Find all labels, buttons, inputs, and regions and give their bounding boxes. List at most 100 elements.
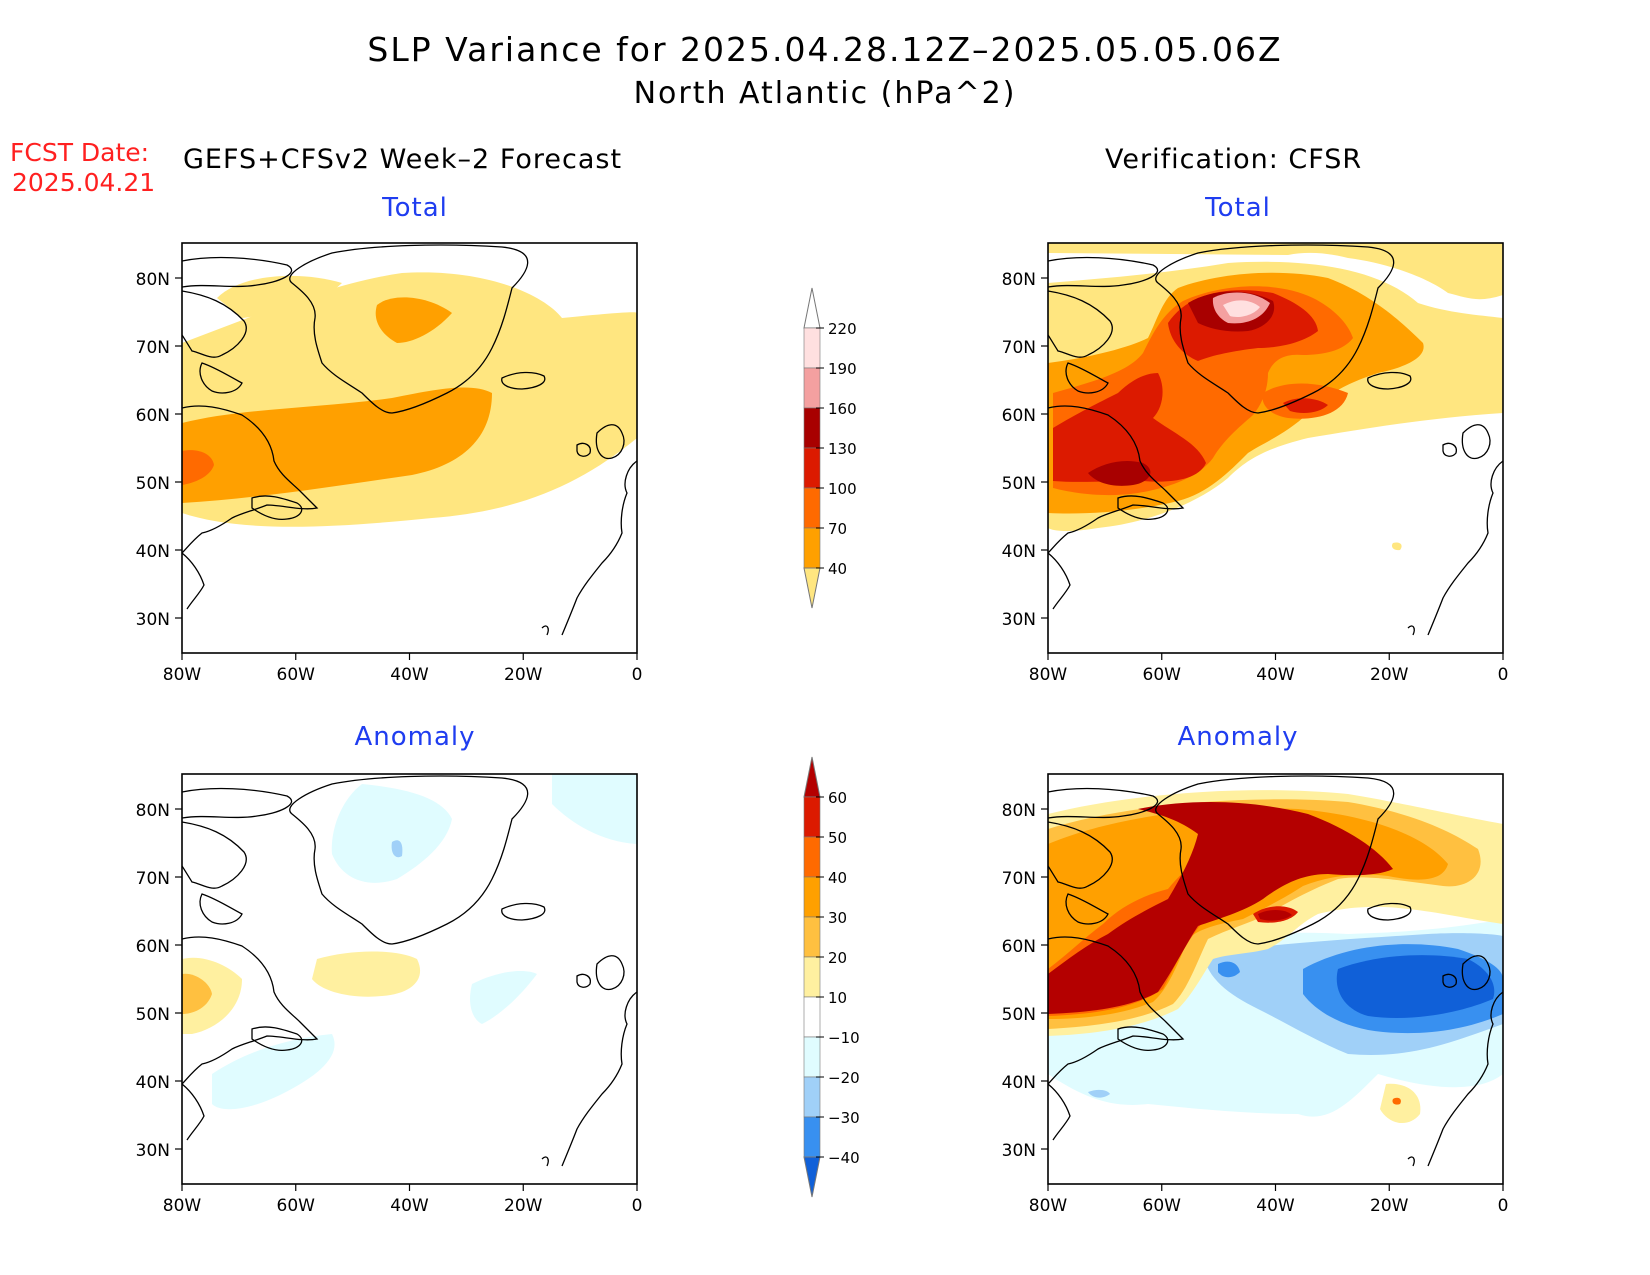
colorbar-level-label: 40: [828, 869, 847, 887]
lon-tick-label: 0: [1498, 665, 1509, 685]
forecast-total-contour-region: [375, 297, 452, 343]
lon-tick-label: 0: [632, 665, 643, 685]
lon-tick-label: 40W: [1256, 1196, 1295, 1216]
lon-tick-label: 40W: [1256, 665, 1295, 685]
lon-tick-label: 80W: [163, 665, 202, 685]
lon-tick-label: 20W: [1370, 665, 1409, 685]
lat-tick-label: 80N: [136, 270, 170, 290]
verification-anomaly-contour-region: [1336, 955, 1495, 1019]
lat-tick-label: 30N: [136, 610, 170, 630]
lat-tick-label: 40N: [1002, 542, 1036, 562]
colorbar-level-label: 220: [828, 320, 857, 338]
lat-tick-label: 60N: [1002, 406, 1036, 426]
colorbar-segment: [803, 487, 821, 529]
forecast-anomaly-contour-region: [391, 840, 403, 858]
verification-total-map-panel: 80N 70N 60N 50N 40N 30N 80W 60W 40W 20W 0: [1002, 242, 1509, 685]
fcst-date-value: 2025.04.21: [12, 168, 156, 197]
colorbar-segment: [803, 876, 821, 918]
verification-total-contour-region: [1088, 461, 1151, 486]
lat-tick-label: 80N: [136, 801, 170, 821]
forecast-column-header: GEFS+CFSv2 Week–2 Forecast: [183, 144, 623, 175]
lon-tick-label: 80W: [1029, 1196, 1068, 1216]
colorbar-level-label: 50: [828, 829, 847, 847]
anomaly-colorbar: 60 50 40 30 20 10 −10 −20 −30 −40: [803, 756, 860, 1198]
forecast-total-contour-region: [182, 387, 492, 503]
lon-tick-label: 60W: [1143, 1196, 1182, 1216]
forecast-anomaly-contour-region: [312, 951, 421, 997]
colorbar-segment: [803, 836, 821, 878]
verification-anomaly-map-panel: 80N 70N 60N 50N 40N 30N 80W 60W 40W 20W 0: [1002, 773, 1509, 1216]
colorbar-level-label: 30: [828, 909, 847, 927]
verification-anomaly-contour-region: [1218, 961, 1240, 978]
forecast-anomaly-contour-region: [331, 784, 452, 883]
lon-tick-label: 20W: [504, 665, 543, 685]
lon-tick-label: 20W: [504, 1196, 543, 1216]
colorbar-level-label: −40: [828, 1149, 860, 1167]
lon-tick-label: 80W: [1029, 665, 1068, 685]
colorbar-level-label: 100: [828, 480, 857, 498]
colorbar-segment: [803, 367, 821, 409]
forecast-anomaly-contour-region: [470, 971, 537, 1024]
verification-anomaly-title: Anomaly: [1177, 722, 1299, 752]
lat-tick-label: 80N: [1002, 801, 1036, 821]
colorbar-top-arrow: [803, 287, 821, 329]
lat-tick-label: 30N: [1002, 1141, 1036, 1161]
colorbar-segment: [803, 447, 821, 489]
colorbar-segment: [803, 327, 821, 369]
lat-tick-label: 70N: [136, 869, 170, 889]
lat-tick-label: 60N: [136, 937, 170, 957]
lon-tick-label: 0: [1498, 1196, 1509, 1216]
forecast-anomaly-title: Anomaly: [354, 722, 476, 752]
main-subtitle: North Atlantic (hPa^2): [633, 76, 1017, 111]
lat-tick-label: 70N: [136, 338, 170, 358]
verification-total-contour-region: [1048, 243, 1503, 300]
colorbar-segment: [803, 407, 821, 449]
lat-tick-label: 60N: [1002, 937, 1036, 957]
lat-tick-label: 50N: [136, 474, 170, 494]
colorbar-segment: [803, 996, 821, 1038]
colorbar-bottom-arrow: [803, 567, 821, 609]
verification-anomaly-contour-region: [1088, 1089, 1110, 1098]
lat-tick-label: 60N: [136, 406, 170, 426]
colorbar-segment: [803, 1036, 821, 1078]
lon-tick-label: 60W: [1143, 665, 1182, 685]
lat-tick-label: 40N: [1002, 1073, 1036, 1093]
forecast-total-map-panel: 80N 70N 60N 50N 40N 30N 80W 60W 40W 20W 0: [136, 242, 643, 685]
forecast-total-contour-region: [182, 450, 214, 485]
colorbar-level-label: −10: [828, 1029, 860, 1047]
lon-tick-label: 60W: [277, 665, 316, 685]
lon-tick-label: 20W: [1370, 1196, 1409, 1216]
lon-tick-label: 80W: [163, 1196, 202, 1216]
verification-total-contour-region: [1223, 300, 1260, 317]
verification-column-header: Verification: CFSR: [1105, 144, 1363, 175]
lon-tick-label: 0: [632, 1196, 643, 1216]
lat-tick-label: 50N: [1002, 1005, 1036, 1025]
forecast-anomaly-map-panel: 80N 70N 60N 50N 40N 30N 80W 60W 40W 20W 0: [136, 773, 643, 1216]
forecast-anomaly-contour-region: [552, 774, 637, 844]
verification-total-contour-region: [1391, 542, 1402, 551]
colorbar-segment: [803, 916, 821, 958]
colorbar-level-label: −30: [828, 1109, 860, 1127]
lat-tick-label: 30N: [1002, 610, 1036, 630]
main-title: SLP Variance for 2025.04.28.12Z–2025.05.…: [367, 30, 1283, 69]
colorbar-segment: [803, 956, 821, 998]
lat-tick-label: 40N: [136, 1073, 170, 1093]
colorbar-bottom-arrow: [803, 1156, 821, 1198]
lat-tick-label: 70N: [1002, 338, 1036, 358]
colorbar-segment: [803, 527, 821, 569]
colorbar-segment: [803, 1076, 821, 1118]
colorbar-segment: [803, 1116, 821, 1158]
colorbar-level-label: 40: [828, 560, 847, 578]
lat-tick-label: 50N: [136, 1005, 170, 1025]
colorbar-level-label: 20: [828, 949, 847, 967]
lon-tick-label: 40W: [390, 1196, 429, 1216]
lon-tick-label: 60W: [277, 1196, 316, 1216]
total-colorbar: 220 190 160 130 100 70 40: [803, 287, 857, 609]
forecast-anomaly-contour-region: [212, 1034, 335, 1110]
forecast-total-title: Total: [382, 193, 448, 223]
colorbar-level-label: 60: [828, 789, 847, 807]
colorbar-top-arrow: [803, 756, 821, 798]
forecast-anomaly-contour-region: [182, 973, 212, 1014]
colorbar-level-label: 130: [828, 440, 857, 458]
